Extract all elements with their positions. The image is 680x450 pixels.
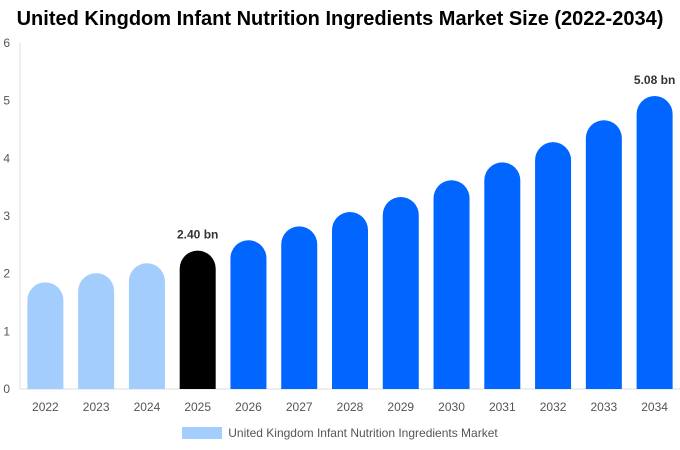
x-tick-label: 2034: [641, 400, 668, 414]
bar-2032: [535, 142, 572, 389]
x-tick-label: 2032: [540, 400, 567, 414]
bar-2028: [332, 211, 368, 389]
data-label: 2.40 bn: [177, 228, 218, 242]
x-tick-label: 2031: [489, 400, 516, 414]
x-tick-label: 2024: [134, 400, 161, 414]
x-tick-label: 2022: [32, 400, 59, 414]
legend-label: United Kingdom Infant Nutrition Ingredie…: [228, 426, 498, 440]
y-tick-label: 0: [3, 382, 10, 396]
bar-2033: [585, 120, 622, 390]
bar-2034: [636, 96, 673, 389]
bar-2026: [230, 240, 267, 389]
x-tick-label: 2028: [337, 400, 364, 414]
bar-2023: [78, 273, 115, 389]
data-label: 5.08 bn: [634, 73, 675, 87]
y-tick-label: 4: [3, 151, 10, 165]
x-tick-label: 2023: [83, 400, 110, 414]
bar-2029: [382, 196, 419, 389]
y-tick-label: 2: [3, 267, 10, 281]
bar-2027: [281, 226, 318, 389]
y-tick-label: 3: [3, 209, 10, 223]
x-tick-label: 2029: [387, 400, 414, 414]
x-tick-label: 2026: [235, 400, 262, 414]
legend: United Kingdom Infant Nutrition Ingredie…: [0, 426, 680, 440]
x-tick-label: 2030: [438, 400, 465, 414]
bar-2031: [484, 162, 521, 389]
bar-2024: [128, 263, 165, 389]
y-tick-label: 1: [3, 324, 10, 338]
y-tick-label: 5: [3, 94, 10, 108]
legend-swatch: [182, 427, 223, 439]
x-tick-label: 2025: [184, 400, 211, 414]
chart-title: United Kingdom Infant Nutrition Ingredie…: [16, 8, 664, 30]
bar-2025: [179, 250, 216, 389]
x-tick-label: 2027: [286, 400, 313, 414]
x-tick-label: 2033: [590, 400, 617, 414]
bar-2030: [433, 180, 470, 389]
bar-2022: [27, 282, 64, 389]
y-tick-label: 6: [3, 36, 10, 50]
